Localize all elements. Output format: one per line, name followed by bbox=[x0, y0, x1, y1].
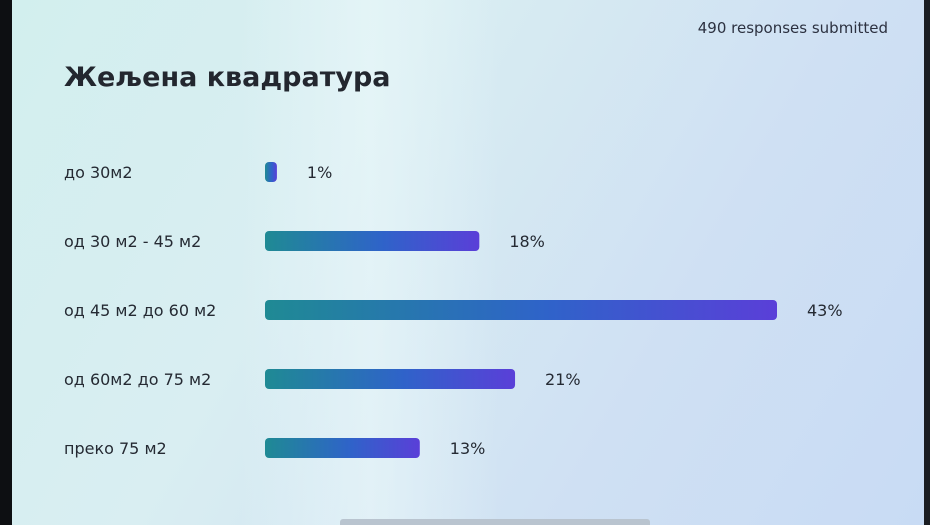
screen-right-edge bbox=[924, 0, 930, 525]
value-label: 43% bbox=[807, 301, 843, 320]
bar bbox=[265, 300, 777, 320]
category-label: од 45 м2 до 60 м2 bbox=[64, 301, 216, 320]
responses-count: 490 responses submitted bbox=[697, 19, 888, 37]
chart-title: Жељена квадратура bbox=[64, 62, 391, 93]
value-label: 1% bbox=[307, 163, 332, 182]
value-label: 13% bbox=[450, 439, 486, 458]
background-glow bbox=[240, 0, 500, 525]
bottom-scroll-indicator bbox=[340, 519, 650, 525]
category-label: од 30 м2 - 45 м2 bbox=[64, 232, 201, 251]
value-label: 18% bbox=[509, 232, 545, 251]
value-label: 21% bbox=[545, 370, 581, 389]
bar bbox=[265, 162, 277, 182]
bar bbox=[265, 231, 480, 251]
category-label: од 60м2 до 75 м2 bbox=[64, 370, 211, 389]
bar bbox=[265, 438, 420, 458]
category-label: до 30м2 bbox=[64, 163, 133, 182]
category-label: преко 75 м2 bbox=[64, 439, 167, 458]
bar bbox=[265, 369, 516, 389]
screen-left-edge bbox=[0, 0, 12, 525]
